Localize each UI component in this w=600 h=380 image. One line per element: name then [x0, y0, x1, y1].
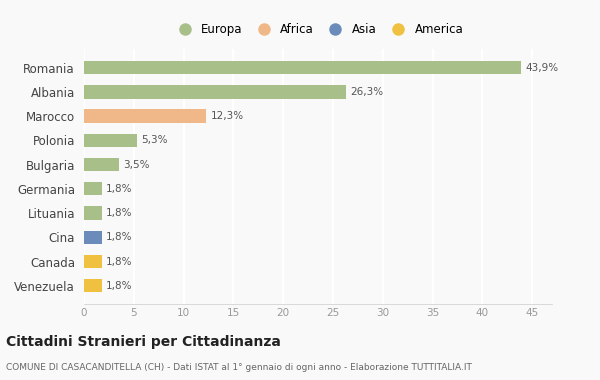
Legend: Europa, Africa, Asia, America: Europa, Africa, Asia, America [169, 20, 467, 40]
Text: 3,5%: 3,5% [123, 160, 149, 169]
Bar [84, 158, 119, 171]
Bar [84, 109, 206, 123]
Text: 12,3%: 12,3% [211, 111, 244, 121]
Bar [84, 231, 102, 244]
Text: Cittadini Stranieri per Cittadinanza: Cittadini Stranieri per Cittadinanza [6, 335, 281, 349]
Text: 1,8%: 1,8% [106, 256, 133, 266]
Bar [84, 206, 102, 220]
Bar [84, 61, 521, 74]
Bar [84, 85, 346, 98]
Bar [84, 255, 102, 268]
Text: 5,3%: 5,3% [141, 135, 167, 145]
Text: 1,8%: 1,8% [106, 208, 133, 218]
Text: 1,8%: 1,8% [106, 281, 133, 291]
Bar [84, 134, 137, 147]
Bar [84, 182, 102, 195]
Text: 1,8%: 1,8% [106, 184, 133, 194]
Text: 1,8%: 1,8% [106, 232, 133, 242]
Text: COMUNE DI CASACANDITELLA (CH) - Dati ISTAT al 1° gennaio di ogni anno - Elaboraz: COMUNE DI CASACANDITELLA (CH) - Dati IST… [6, 364, 472, 372]
Text: 43,9%: 43,9% [525, 63, 558, 73]
Bar [84, 279, 102, 293]
Text: 26,3%: 26,3% [350, 87, 383, 97]
